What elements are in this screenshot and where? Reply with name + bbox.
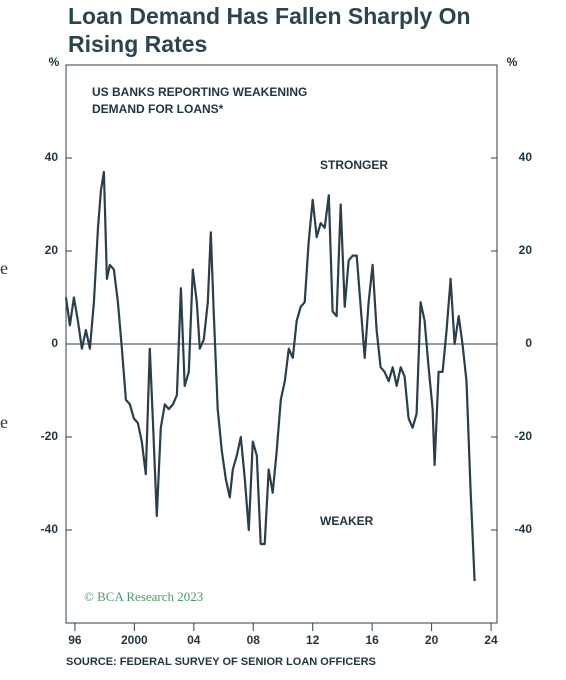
x-tick-label: 16 bbox=[365, 633, 379, 647]
source: SOURCE: FEDERAL SURVEY OF SENIOR LOAN OF… bbox=[66, 656, 376, 668]
y-tick-label: 0 bbox=[51, 336, 58, 350]
y-tick-label: -20 bbox=[41, 429, 59, 443]
y-axis-label: % bbox=[49, 55, 60, 69]
data-line bbox=[64, 170, 476, 582]
x-tick-label: 2000 bbox=[121, 633, 148, 647]
y2-tick-label: 40 bbox=[519, 150, 533, 164]
y-tick-label: 40 bbox=[45, 150, 59, 164]
y2-tick-label: -40 bbox=[515, 522, 533, 536]
y2-axis-label: % bbox=[507, 55, 518, 69]
y2-tick-label: 0 bbox=[525, 336, 532, 350]
x-tick-label: 04 bbox=[187, 633, 201, 647]
margin-fragment: e bbox=[0, 258, 8, 278]
margin-fragment: e bbox=[0, 412, 8, 432]
y2-tick-label: -20 bbox=[515, 429, 533, 443]
annotation: US BANKS REPORTING WEAKENING DEMAND FOR … bbox=[92, 85, 308, 116]
x-tick-label: 08 bbox=[247, 633, 261, 647]
annotation-weaker: WEAKER bbox=[320, 514, 374, 528]
x-tick-label: 96 bbox=[68, 633, 82, 647]
x-tick-label: 24 bbox=[484, 633, 498, 647]
y2-tick-label: 20 bbox=[519, 243, 533, 257]
chart-title: Loan Demand Has Fallen Sharply On Rising… bbox=[68, 3, 471, 57]
y-tick-label: -40 bbox=[41, 522, 59, 536]
y-tick-label: 20 bbox=[45, 243, 59, 257]
x-tick-label: 12 bbox=[306, 633, 320, 647]
watermark: © BCA Research 2023 bbox=[84, 589, 203, 604]
annotation-stronger: STRONGER bbox=[320, 158, 388, 172]
x-tick-label: 20 bbox=[425, 633, 439, 647]
